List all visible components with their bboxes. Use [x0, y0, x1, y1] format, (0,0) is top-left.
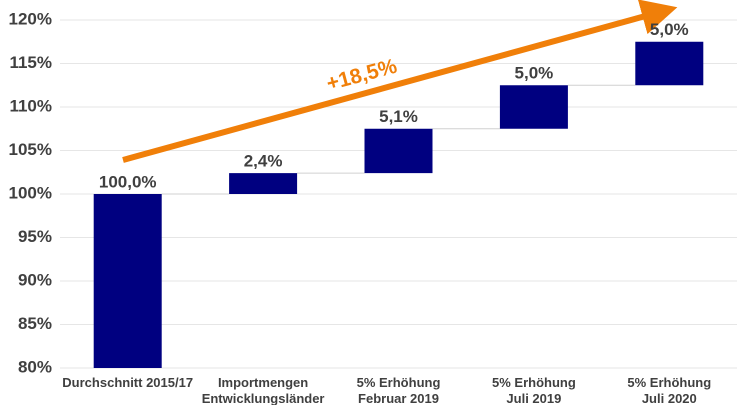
- x-tick-line: Juli 2020: [642, 391, 697, 405]
- x-tick-label: 5% Erhöhung Juli 2019: [492, 375, 576, 405]
- bar: [229, 173, 298, 194]
- bar: [635, 41, 704, 86]
- marks: [93, 41, 704, 368]
- x-tick-line: Entwicklungsländer: [202, 391, 325, 405]
- x-tick-line: 5% Erhöhung: [492, 375, 576, 390]
- y-tick-label: 90%: [18, 270, 52, 289]
- y-tick-label: 85%: [18, 314, 52, 333]
- x-tick-label: 5% Erhöhung Februar 2019: [357, 375, 441, 405]
- x-tick-line: 5% Erhöhung: [357, 375, 441, 390]
- x-tick-line: Juli 2019: [506, 391, 561, 405]
- bar: [499, 85, 568, 129]
- y-tick-label: 120%: [9, 9, 52, 28]
- x-tick-label: Importmengen Entwicklungsländer: [202, 375, 325, 405]
- y-tick-label: 100%: [9, 183, 52, 202]
- x-tick-label: Durchschnitt 2015/17: [62, 375, 193, 390]
- y-tick-label: 110%: [9, 96, 52, 115]
- y-tick-label: 115%: [9, 53, 52, 72]
- x-tick-line: 5% Erhöhung: [627, 375, 711, 390]
- bar: [364, 128, 433, 174]
- value-label: 100,0%: [99, 172, 157, 191]
- x-tick-line: Februar 2019: [358, 391, 439, 405]
- y-tick-label: 105%: [9, 140, 52, 159]
- bar: [93, 194, 162, 368]
- y-tick-label: 80%: [18, 357, 52, 376]
- value-label: 5,1%: [379, 107, 418, 126]
- y-tick-label: 95%: [18, 227, 52, 246]
- x-tick-line: Durchschnitt 2015/17: [62, 375, 193, 390]
- value-label: 5,0%: [650, 20, 689, 39]
- x-tick-label: 5% Erhöhung Juli 2020: [627, 375, 711, 405]
- trend-arrow: [122, 0, 678, 163]
- x-tick-line: Importmengen: [218, 375, 308, 390]
- value-label: 2,4%: [244, 152, 283, 171]
- value-label: 5,0%: [515, 64, 554, 83]
